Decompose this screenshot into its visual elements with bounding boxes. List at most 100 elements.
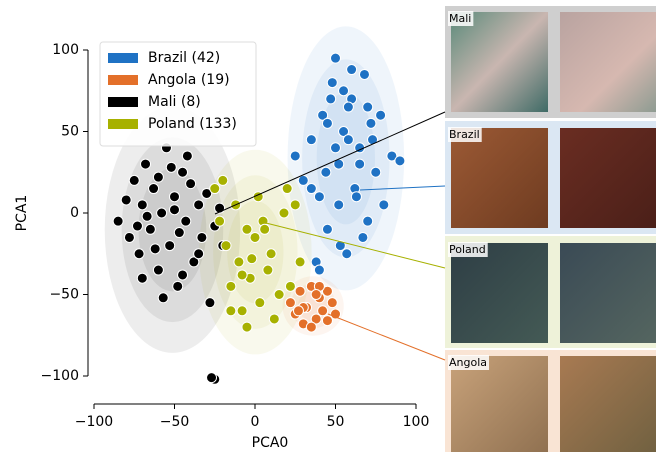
point [234,257,244,267]
point [327,298,337,308]
point [182,151,192,161]
point [226,306,236,316]
point [263,265,273,275]
satellite-image [560,243,656,343]
point [113,216,123,226]
point [194,200,204,210]
point [359,69,369,79]
point [266,249,276,259]
point [149,184,159,194]
point [314,192,324,202]
point [376,110,386,120]
point [137,200,147,210]
point [295,286,305,296]
point [142,211,152,221]
point [124,232,134,242]
point [186,179,196,189]
point [343,135,353,145]
legend-swatch [108,119,138,129]
point [331,143,341,153]
satellite-image [560,128,656,228]
point [166,162,176,172]
point [242,224,252,234]
chart: PCA0 PCA1 −100−50050100−100−50050100 Bra… [0,0,656,452]
satellite-image [560,12,656,112]
point [358,232,368,242]
point [306,135,316,145]
point [306,322,316,332]
point [366,118,376,128]
satellite-image [451,356,548,452]
point [379,200,389,210]
point [290,151,300,161]
panel-label: Brazil [449,128,480,141]
panel-label: Poland [449,243,486,256]
point [274,290,284,300]
point [174,228,184,238]
legend-label: Poland (133) [148,116,237,132]
point [351,192,361,202]
y-tick-label: 100 [52,42,79,58]
y-tick-label: −50 [49,287,79,303]
point [218,175,228,185]
point [322,224,332,234]
point [295,257,305,267]
point [173,281,183,291]
point [121,195,131,205]
point [255,298,265,308]
point [321,167,331,177]
point [205,298,215,308]
point [290,200,300,210]
image-panels [445,6,656,452]
point [170,205,180,215]
point [306,184,316,194]
legend-swatch [108,97,138,107]
panel-label: Angola [449,356,487,369]
point [153,172,163,182]
point [165,241,175,251]
point [285,298,295,308]
legend-swatch [108,75,138,85]
x-tick-label: 50 [327,414,345,430]
point [221,241,231,251]
point [293,306,303,316]
point [311,290,321,300]
point [158,293,168,303]
point [363,216,373,226]
y-tick-label: −100 [41,368,79,384]
point [260,224,270,234]
point [322,118,332,128]
point [318,306,328,316]
point [237,306,247,316]
point [334,200,344,210]
x-axis-label: PCA0 [252,435,289,451]
point [194,249,204,259]
point [363,102,373,112]
point [269,314,279,324]
point [279,208,289,218]
satellite-image [451,243,548,343]
point [178,270,188,280]
panel-label: Mali [449,12,471,25]
point [150,244,160,254]
satellite-image [560,356,656,452]
point [282,184,292,194]
point [226,281,236,291]
point [342,249,352,259]
point [395,156,405,166]
point [137,273,147,283]
point [157,208,167,218]
legend-swatch [108,53,138,63]
point [355,159,365,169]
point [347,65,357,75]
legend-label: Angola (19) [148,72,230,88]
point [178,167,188,177]
point [285,281,295,291]
point [170,192,180,202]
point [327,78,337,88]
point [237,270,247,280]
point [153,265,163,275]
y-tick-label: 50 [61,124,79,140]
y-tick-label: 0 [70,205,79,221]
legend-label: Brazil (42) [148,50,220,66]
